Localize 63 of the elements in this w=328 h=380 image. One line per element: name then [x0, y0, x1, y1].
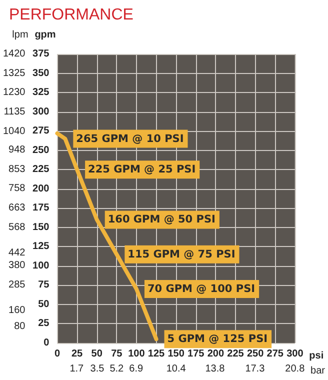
x-tick-label: 300 [286, 348, 304, 360]
y-tick-label: 0 [44, 338, 50, 348]
y-tick-label: 150 [32, 222, 50, 233]
x2-tick-label: 17.3 [245, 364, 266, 374]
y2-tick-label: 1135 [4, 106, 26, 118]
y2-tick-label: 380 [8, 260, 26, 272]
y-tick-label: 350 [32, 68, 50, 79]
y-tick-label: 325 [32, 87, 50, 98]
x-tick-label: 275 [266, 348, 284, 360]
x-tick-label: 25 [71, 348, 84, 360]
x-tick-label: 150 [168, 348, 185, 360]
x2-tick-label: 6.9 [129, 364, 144, 374]
y-tick-label: 25 [38, 318, 50, 330]
annotation: 160 GPM @ 50 PSI [108, 214, 216, 226]
y2-tick-label: 285 [8, 279, 26, 290]
x-tick-label: 100 [128, 348, 146, 360]
y-axis-title: gpm [34, 30, 56, 40]
x2-tick-label: 3.5 [90, 364, 105, 374]
y2-tick-label: 853 [8, 164, 26, 175]
y2-tick-label: 160 [8, 304, 26, 316]
y2-tick-label: 80 [14, 321, 26, 332]
annotation: 115 GPM @ 75 PSI [128, 248, 236, 260]
y-tick-label: 125 [32, 241, 50, 252]
y2-tick-label: 1420 [2, 48, 26, 60]
y-tick-label: 75 [38, 280, 50, 291]
annotation: 265 GPM @ 10 PSI [76, 132, 184, 145]
x-tick-label: 125 [148, 348, 166, 360]
y-tick-label: 275 [32, 126, 50, 137]
y-tick-label: 300 [32, 106, 50, 118]
x-tick-label: 50 [91, 348, 103, 360]
y2-tick-label: 1230 [2, 87, 26, 98]
x-tick-label: 225 [227, 348, 244, 360]
y2-tick-label: 663 [8, 202, 26, 214]
annotation: 70 GPM @ 100 PSI [147, 283, 256, 296]
y2-axis-title: lpm [12, 30, 28, 40]
y-tick-label: 200 [32, 183, 50, 194]
chart-title: PERFORMANCE [9, 6, 134, 24]
y2-tick-label: 948 [8, 144, 26, 156]
y2-tick-label: 442 [8, 248, 26, 259]
x2-tick-label: 13.8 [205, 364, 226, 374]
y-tick-label: 250 [32, 144, 50, 156]
y-tick-label: 225 [32, 164, 50, 176]
annotation: 225 GPM @ 25 PSI [88, 164, 196, 176]
x2-tick-label: 1.7 [70, 364, 84, 374]
x-tick-label: 175 [188, 348, 205, 360]
x-tick-label: 250 [246, 348, 264, 360]
y-tick-label: 50 [38, 298, 50, 310]
y2-tick-label: 568 [8, 222, 26, 233]
x-tick-label: 0 [54, 348, 60, 360]
x2-tick-label: 20.8 [285, 364, 306, 374]
y-tick-label: 375 [32, 48, 50, 60]
x2-axis-title: bar [310, 366, 326, 376]
x-tick-label: 200 [207, 348, 224, 360]
x-axis-title: psi [309, 350, 324, 362]
x-tick-label: 75 [111, 348, 123, 360]
y-tick-label: 175 [32, 202, 50, 214]
y2-tick-label: 758 [8, 183, 26, 194]
x2-tick-label: 10.4 [166, 364, 186, 374]
y-tick-label: 100 [32, 260, 50, 272]
y2-tick-label: 1325 [2, 68, 26, 79]
y2-tick-label: 1040 [2, 126, 26, 137]
annotation: 5 GPM @ 125 PSI [167, 333, 268, 346]
x2-tick-label: 5.2 [110, 364, 124, 374]
